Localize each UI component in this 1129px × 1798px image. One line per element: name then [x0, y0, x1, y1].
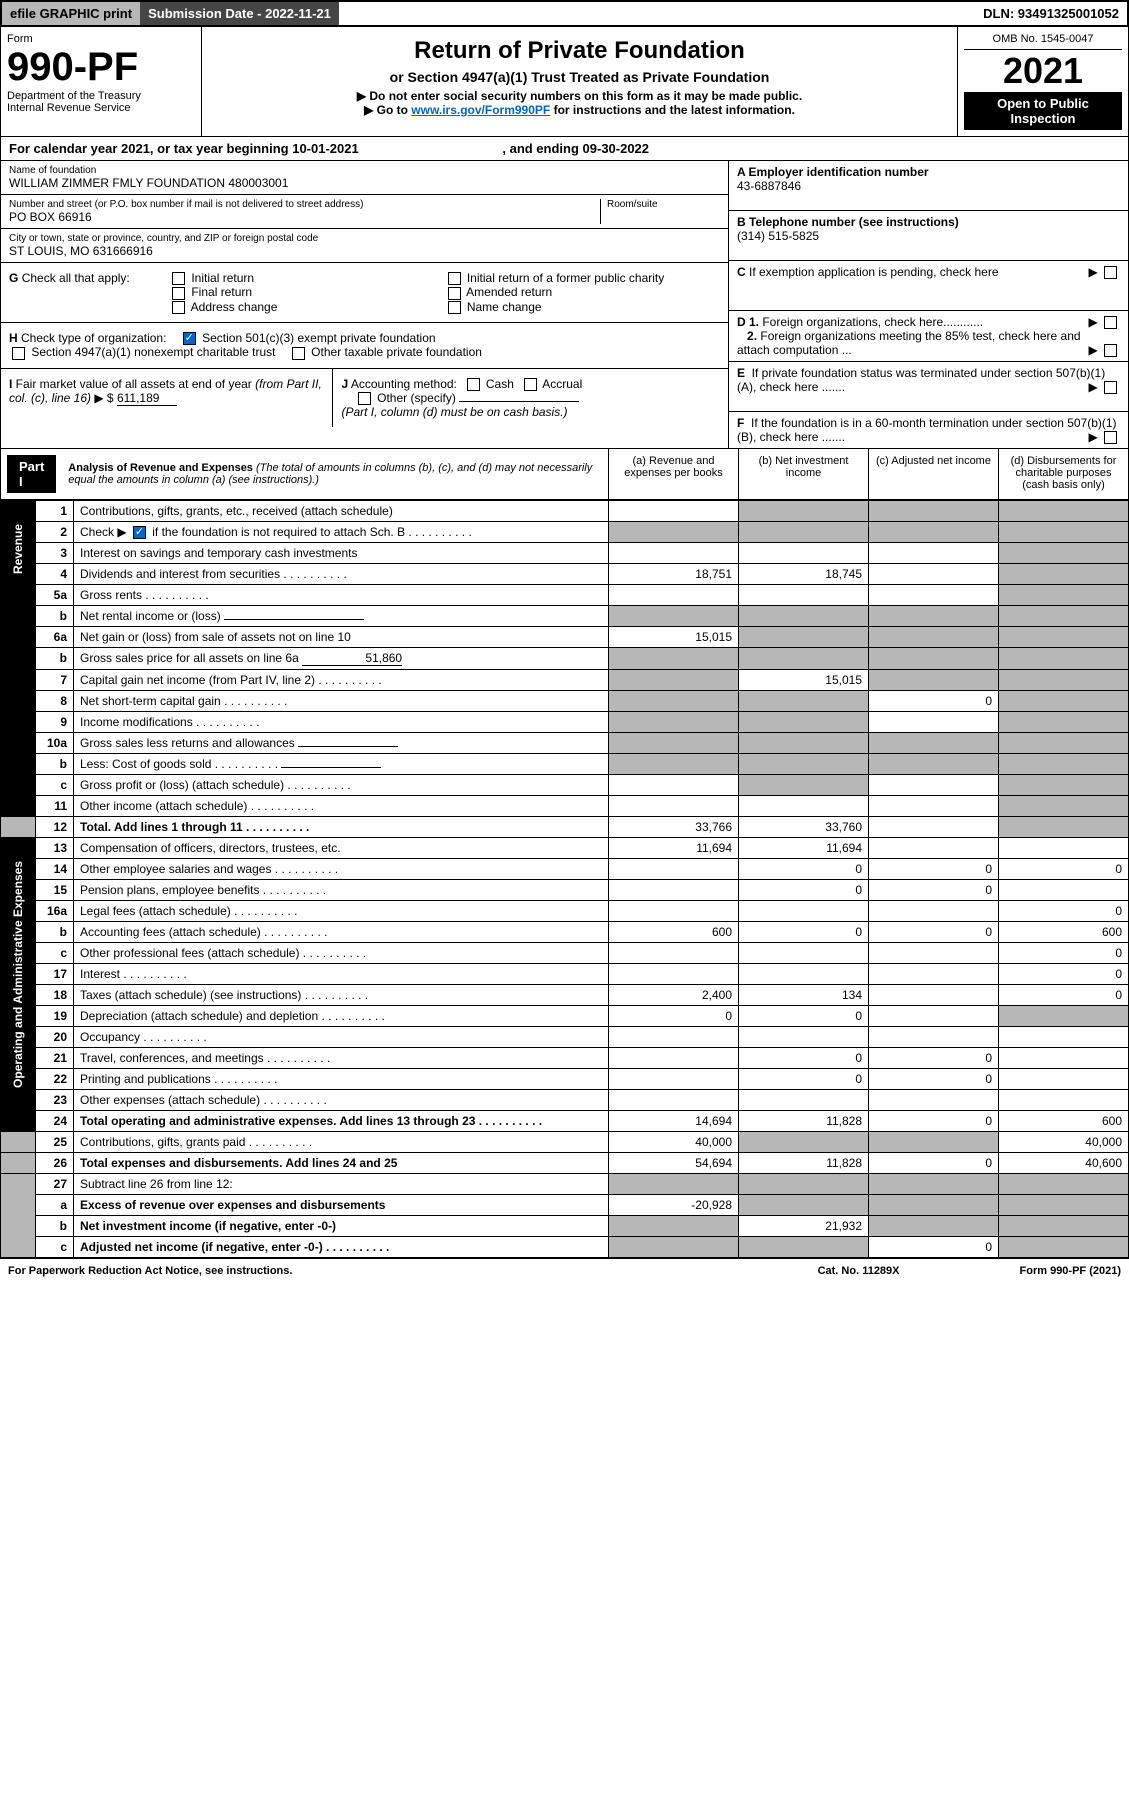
- revenue-label: Revenue: [7, 504, 29, 594]
- note-2: ▶ Go to www.irs.gov/Form990PF for instru…: [212, 103, 947, 117]
- col-a: (a) Revenue and expenses per books: [608, 449, 738, 499]
- form-number: 990-PF: [7, 45, 195, 90]
- open-inspection: Open to Public Inspection: [964, 92, 1122, 130]
- header-center: Return of Private Foundation or Section …: [201, 27, 958, 136]
- form-title: Return of Private Foundation: [212, 37, 947, 65]
- dln: DLN: 93491325001052: [975, 2, 1127, 25]
- irs-label: Internal Revenue Service: [7, 102, 195, 114]
- form-subtitle: or Section 4947(a)(1) Trust Treated as P…: [212, 69, 947, 85]
- header-right: OMB No. 1545-0047 2021 Open to Public In…: [958, 27, 1128, 136]
- form-label: Form: [7, 33, 195, 45]
- submission-date: Submission Date - 2022-11-21: [140, 2, 339, 25]
- irs-link[interactable]: www.irs.gov/Form990PF: [411, 103, 550, 117]
- form-header: Form 990-PF Department of the Treasury I…: [0, 27, 1129, 137]
- col-d: (d) Disbursements for charitable purpose…: [998, 449, 1128, 499]
- header-left: Form 990-PF Department of the Treasury I…: [1, 27, 201, 136]
- tax-year: 2021: [964, 50, 1122, 92]
- main-table: Revenue 1Contributions, gifts, grants, e…: [0, 500, 1129, 1258]
- section-f: F If the foundation is in a 60-month ter…: [729, 412, 1128, 448]
- info-section: Name of foundation WILLIAM ZIMMER FMLY F…: [0, 161, 1129, 449]
- expenses-label: Operating and Administrative Expenses: [7, 841, 29, 1108]
- top-bar: efile GRAPHIC print Submission Date - 20…: [0, 0, 1129, 27]
- footer-cat: Cat. No. 11289X: [818, 1265, 900, 1277]
- part1-header: Part I Analysis of Revenue and Expenses …: [0, 449, 1129, 500]
- section-h: H Check type of organization: Section 50…: [1, 323, 728, 369]
- note-1: ▶ Do not enter social security numbers o…: [212, 89, 947, 103]
- section-c: C If exemption application is pending, c…: [729, 261, 1128, 311]
- section-e: E If private foundation status was termi…: [729, 362, 1128, 412]
- omb-number: OMB No. 1545-0047: [964, 33, 1122, 50]
- foundation-name: Name of foundation WILLIAM ZIMMER FMLY F…: [1, 161, 728, 195]
- efile-label: efile GRAPHIC print: [2, 2, 140, 25]
- calendar-year: For calendar year 2021, or tax year begi…: [0, 137, 1129, 161]
- part-label: Part I: [7, 455, 56, 493]
- footer-left: For Paperwork Reduction Act Notice, see …: [8, 1265, 292, 1277]
- city-row: City or town, state or province, country…: [1, 229, 728, 263]
- telephone: B Telephone number (see instructions) (3…: [729, 211, 1128, 261]
- dept-label: Department of the Treasury: [7, 90, 195, 102]
- section-ij: I Fair market value of all assets at end…: [1, 369, 728, 428]
- section-g: G G Check all that apply:Check all that …: [1, 263, 728, 323]
- section-d: D 1. Foreign organizations, check here..…: [729, 311, 1128, 362]
- ein: A Employer identification number 43-6887…: [729, 161, 1128, 211]
- footer: For Paperwork Reduction Act Notice, see …: [0, 1258, 1129, 1283]
- footer-right: Form 990-PF (2021): [1020, 1265, 1121, 1277]
- col-c: (c) Adjusted net income: [868, 449, 998, 499]
- address-row: Number and street (or P.O. box number if…: [1, 195, 728, 229]
- col-b: (b) Net investment income: [738, 449, 868, 499]
